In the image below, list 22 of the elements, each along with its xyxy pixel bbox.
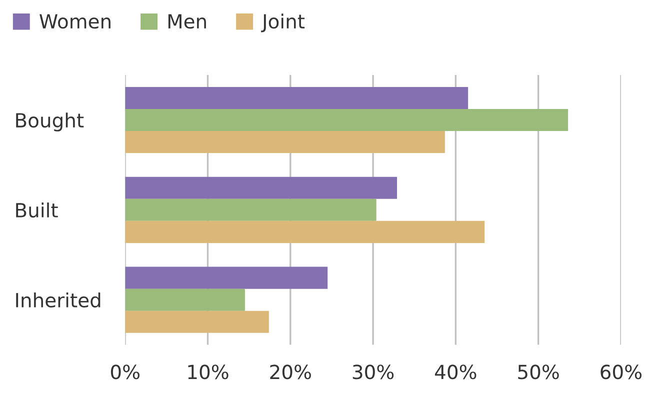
x-tick-label: 20% [270, 364, 311, 380]
bar [125, 198, 376, 221]
bar [125, 288, 245, 311]
y-tick-label: Built [16, 202, 58, 218]
legend-label: Men [168, 14, 206, 29]
y-tick-label: Bought [16, 112, 84, 132]
bar [125, 86, 468, 109]
bar [125, 176, 397, 199]
bar [125, 108, 568, 132]
bar [125, 266, 328, 289]
x-tick-label: 40% [435, 364, 476, 380]
bar [125, 310, 269, 333]
y-tick-label: Inherited [16, 292, 100, 308]
legend-label: Joint [261, 14, 305, 32]
x-tick-label: 0% [110, 364, 140, 380]
bar [125, 220, 485, 243]
x-tick-label: 60% [600, 364, 642, 380]
bar [125, 131, 445, 154]
legend-label: Women [40, 14, 110, 29]
x-tick-label: 50% [518, 364, 559, 380]
x-tick-label: 30% [352, 364, 394, 380]
x-tick-label: 10% [188, 364, 228, 380]
